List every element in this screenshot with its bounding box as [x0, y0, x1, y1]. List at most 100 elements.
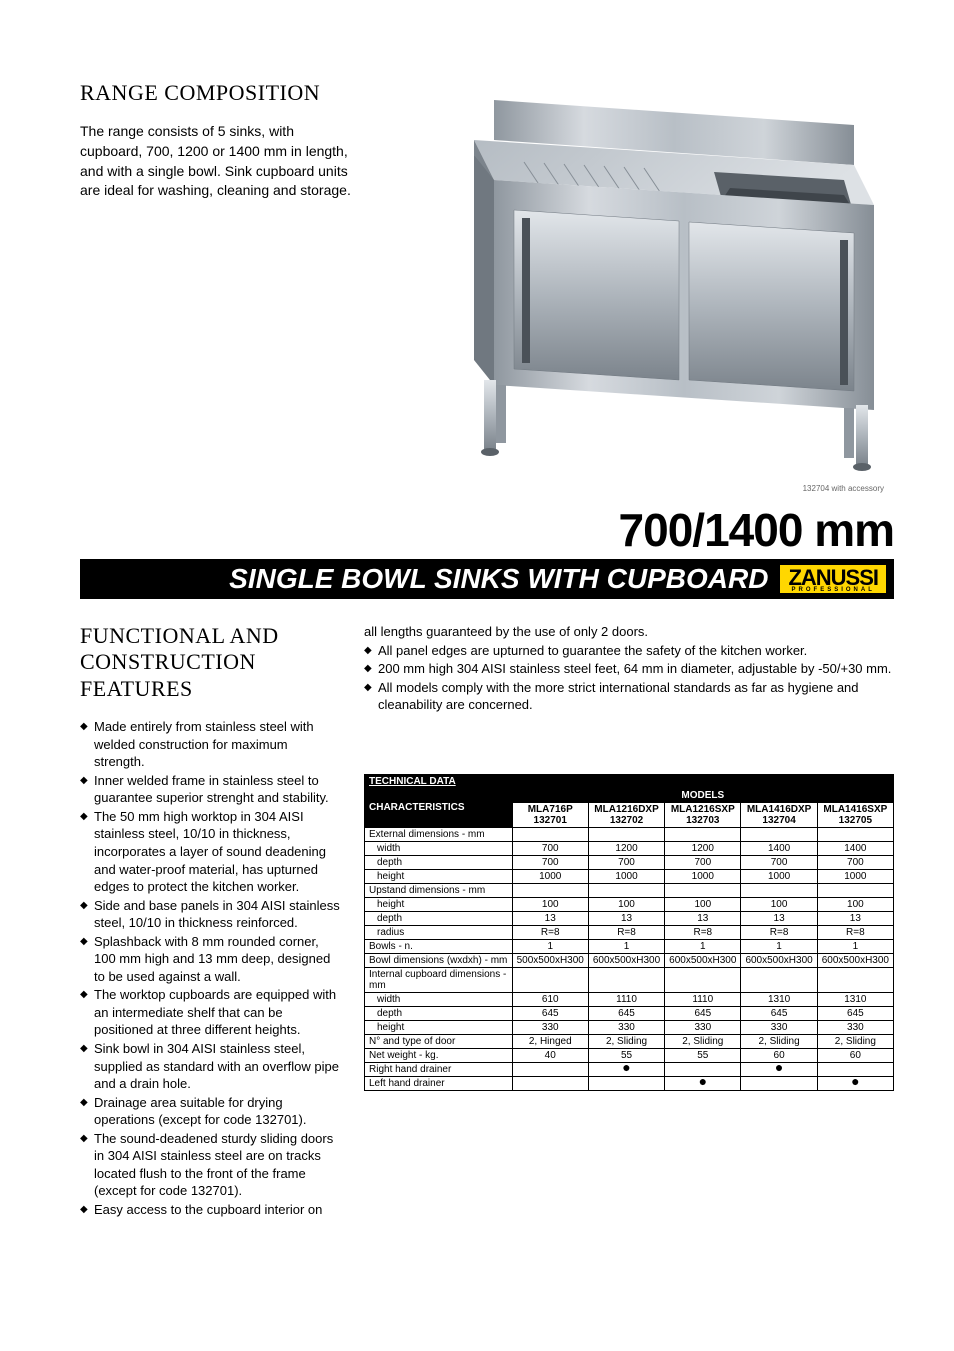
table-row: N° and type of door2, Hinged2, Sliding2,… [365, 1034, 894, 1048]
table-cell: 1400 [817, 841, 893, 855]
table-cell: 13 [512, 911, 588, 925]
range-heading: RANGE COMPOSITION [80, 80, 360, 106]
table-cell: 100 [741, 897, 817, 911]
table-cell: 1000 [741, 869, 817, 883]
table-cell: 700 [512, 855, 588, 869]
row-label: Right hand drainer [365, 1062, 513, 1076]
table-cell: 645 [741, 1006, 817, 1020]
models-header: MODELS [512, 788, 893, 802]
bar-text: SINGLE BOWL SINKS WITH CUPBOARD [229, 563, 768, 595]
row-label: radius [365, 925, 513, 939]
table-cell: 700 [588, 855, 664, 869]
table-cell: R=8 [588, 925, 664, 939]
big-title: 700/1400 mm [80, 503, 894, 557]
row-label: Net weight - kg. [365, 1048, 513, 1062]
table-cell: ● [588, 1062, 664, 1076]
row-label: height [365, 1020, 513, 1034]
table-cell: 1400 [741, 841, 817, 855]
table-cell [588, 827, 664, 841]
table-row: height100100100100100 [365, 897, 894, 911]
table-cell: 330 [588, 1020, 664, 1034]
table-row: depth700700700700700 [365, 855, 894, 869]
table-cell [665, 883, 741, 897]
bullet-item: All panel edges are upturned to guarante… [364, 642, 894, 660]
model-header: MLA1216SXP132703 [665, 802, 741, 827]
row-label: Bowls - n. [365, 939, 513, 953]
table-cell: R=8 [512, 925, 588, 939]
table-cell: 13 [817, 911, 893, 925]
table-cell: 645 [817, 1006, 893, 1020]
table-cell: R=8 [741, 925, 817, 939]
table-cell: 645 [665, 1006, 741, 1020]
table-cell: 1 [665, 939, 741, 953]
bullet-item: Drainage area suitable for drying operat… [80, 1094, 340, 1129]
product-image [414, 80, 894, 480]
table-cell [817, 967, 893, 992]
model-header: MLA1416DXP132704 [741, 802, 817, 827]
table-row: External dimensions - mm [365, 827, 894, 841]
row-label: Upstand dimensions - mm [365, 883, 513, 897]
row-label: Left hand drainer [365, 1076, 513, 1090]
tech-data-header: TECHNICAL DATA [365, 774, 894, 788]
bullet-list-2: All panel edges are upturned to guarante… [364, 642, 894, 714]
table-cell [512, 827, 588, 841]
table-cell: 1 [512, 939, 588, 953]
table-cell: 2, Sliding [588, 1034, 664, 1048]
table-cell: 1110 [588, 992, 664, 1006]
table-cell: 2, Sliding [741, 1034, 817, 1048]
table-cell: 1200 [588, 841, 664, 855]
table-cell [817, 883, 893, 897]
row-label: height [365, 897, 513, 911]
row-label: External dimensions - mm [365, 827, 513, 841]
table-cell [665, 827, 741, 841]
bullet-item: Made entirely from stainless steel with … [80, 718, 340, 771]
table-cell [512, 883, 588, 897]
table-row: depth1313131313 [365, 911, 894, 925]
table-cell [512, 967, 588, 992]
table-cell: 700 [665, 855, 741, 869]
table-cell: 100 [588, 897, 664, 911]
table-cell: R=8 [817, 925, 893, 939]
table-row: width6101110111013101310 [365, 992, 894, 1006]
table-row: height330330330330330 [365, 1020, 894, 1034]
table-cell [512, 1076, 588, 1090]
table-cell [817, 827, 893, 841]
table-cell: 100 [512, 897, 588, 911]
row-label: depth [365, 855, 513, 869]
table-cell: 1310 [817, 992, 893, 1006]
range-text: The range consists of 5 sinks, with cupb… [80, 122, 360, 200]
table-cell: 1000 [588, 869, 664, 883]
table-cell: 1 [588, 939, 664, 953]
table-cell: 610 [512, 992, 588, 1006]
table-cell: 600x500xH300 [588, 953, 664, 967]
bullet-item: The worktop cupboards are equipped with … [80, 986, 340, 1039]
row-label: N° and type of door [365, 1034, 513, 1048]
table-cell: 600x500xH300 [665, 953, 741, 967]
col2-continuation: all lengths guaranteed by the use of onl… [364, 623, 894, 641]
table-cell: 700 [512, 841, 588, 855]
table-cell: 645 [588, 1006, 664, 1020]
table-row: Left hand drainer●● [365, 1076, 894, 1090]
table-cell: R=8 [665, 925, 741, 939]
bullet-item: Inner welded frame in stainless steel to… [80, 772, 340, 807]
bullet-item: Side and base panels in 304 AISI stainle… [80, 897, 340, 932]
table-cell: ● [741, 1062, 817, 1076]
table-row: Upstand dimensions - mm [365, 883, 894, 897]
functional-heading: FUNCTIONAL AND CONSTRUCTION FEATURES [80, 623, 340, 702]
table-cell: 55 [665, 1048, 741, 1062]
table-cell: 1000 [817, 869, 893, 883]
table-cell [741, 827, 817, 841]
table-cell [588, 1076, 664, 1090]
table-cell: 13 [741, 911, 817, 925]
table-cell: 330 [741, 1020, 817, 1034]
table-cell [741, 883, 817, 897]
table-row: Right hand drainer ● ● [365, 1062, 894, 1076]
logo-sub: PROFESSIONAL [788, 587, 878, 593]
model-header: MLA1416SXP132705 [817, 802, 893, 827]
table-cell: 600x500xH300 [817, 953, 893, 967]
table-row: Bowl dimensions (wxdxh) - mm500x500xH300… [365, 953, 894, 967]
bullet-item: 200 mm high 304 AISI stainless steel fee… [364, 660, 894, 678]
table-cell [588, 883, 664, 897]
table-cell: 1000 [665, 869, 741, 883]
table-cell [512, 1062, 588, 1076]
